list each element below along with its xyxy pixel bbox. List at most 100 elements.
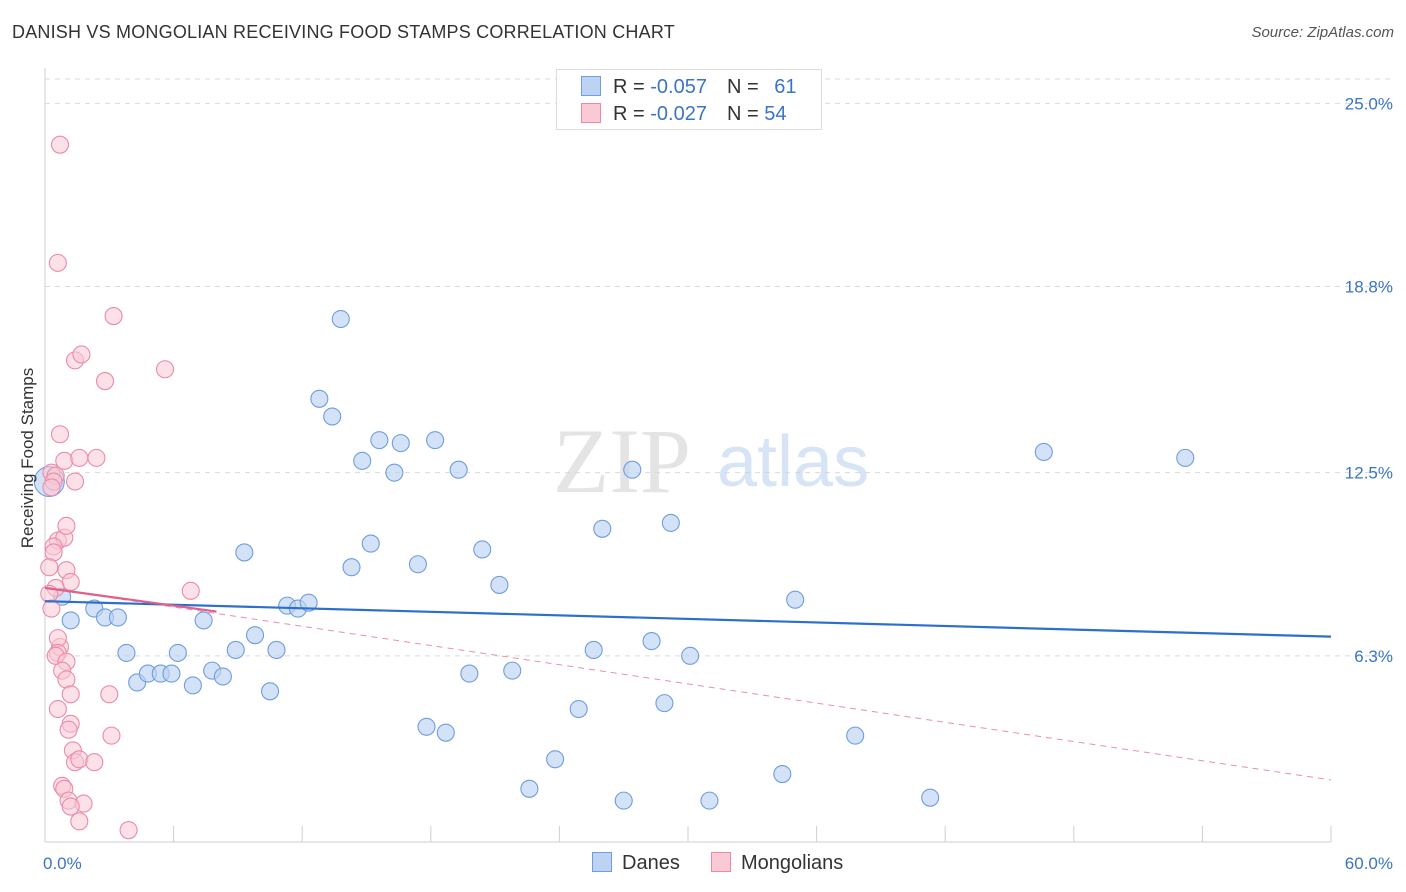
- danes-point: [361, 534, 380, 553]
- danes-point: [773, 764, 792, 784]
- mongolians-point: [100, 685, 119, 704]
- mongolians-point: [95, 372, 115, 391]
- danes-swatch: [581, 76, 601, 96]
- mongolians-point: [181, 581, 200, 600]
- danes-point: [460, 664, 479, 683]
- danes-point: [520, 779, 539, 798]
- danes-point: [267, 640, 286, 659]
- danes-point: [417, 717, 436, 736]
- danes-point: [614, 791, 633, 810]
- danes-point: [331, 309, 350, 329]
- mongolians-point: [119, 821, 138, 840]
- danes-point: [299, 593, 318, 612]
- x-tick-label: 60.0%: [1345, 854, 1393, 873]
- mongolians-trend-line: [44, 586, 217, 613]
- y-tick-label: 6.3%: [1354, 647, 1393, 666]
- mongolians-point: [85, 753, 104, 772]
- mongolians-r-label: R =: [613, 103, 651, 125]
- mongolians-point: [70, 812, 89, 831]
- mongolians-point: [70, 448, 89, 467]
- danes-r-label: R =: [613, 76, 651, 98]
- danes-point: [226, 640, 245, 659]
- danes-point: [921, 788, 940, 807]
- mongolians-point: [57, 516, 76, 535]
- danes-point: [786, 590, 805, 609]
- mongolians-point: [59, 720, 78, 739]
- danes-point: [353, 451, 372, 470]
- mongolians-n-label: N =: [726, 103, 765, 125]
- bottom-legend-mongolians: Mongolians: [711, 852, 843, 875]
- danes-point: [655, 694, 674, 713]
- mongolians-point: [42, 478, 61, 497]
- danes-point: [245, 626, 265, 645]
- mongolians-legend-swatch: [711, 852, 731, 872]
- danes-point: [183, 676, 202, 695]
- danes-legend-swatch: [592, 852, 612, 872]
- danes-point: [569, 699, 588, 719]
- danes-point: [593, 519, 612, 538]
- danes-point: [584, 640, 603, 659]
- mongolians-point: [61, 572, 80, 592]
- danes-point: [661, 513, 680, 532]
- danes-point: [168, 643, 187, 662]
- danes-point: [391, 434, 410, 453]
- bottom-legend-danes: Danes: [592, 852, 680, 875]
- y-axis-label: Receiving Food Stamps: [18, 367, 37, 549]
- danes-point: [546, 750, 565, 769]
- danes-point: [235, 543, 254, 562]
- y-tick-label: 18.8%: [1345, 278, 1393, 297]
- mongolians-point: [42, 599, 61, 618]
- mongolians-point: [48, 699, 67, 719]
- danes-point: [473, 540, 492, 559]
- mongolians-point: [61, 797, 80, 816]
- danes-point: [1176, 448, 1195, 467]
- chart-title: DANISH VS MONGOLIAN RECEIVING FOOD STAMP…: [12, 22, 675, 42]
- danes-legend-label: Danes: [622, 852, 680, 874]
- danes-point: [846, 726, 865, 745]
- danes-point: [700, 791, 719, 810]
- mongolians-point: [70, 750, 89, 769]
- mongolians-point: [155, 360, 175, 379]
- mongolians-point: [50, 425, 70, 444]
- danes-point: [436, 723, 455, 742]
- danes-point: [642, 632, 661, 651]
- danes-point: [323, 407, 342, 426]
- danes-point: [449, 460, 468, 479]
- danes-point: [681, 646, 700, 665]
- danes-point: [385, 463, 404, 482]
- mongolians-point: [104, 307, 123, 326]
- y-tick-label: 25.0%: [1345, 94, 1393, 113]
- danes-trend-line: [44, 600, 1332, 638]
- danes-point: [408, 555, 427, 574]
- danes-n-label: N =: [726, 76, 765, 98]
- mongolians-swatch: [581, 103, 601, 123]
- danes-point: [117, 643, 136, 662]
- source-label: Source: ZipAtlas.com: [1251, 24, 1394, 41]
- y-tick-label: 12.5%: [1345, 464, 1393, 483]
- danes-r-value: -0.057: [650, 76, 707, 98]
- danes-point: [260, 682, 280, 701]
- mongolians-trend-extended: [44, 587, 1332, 781]
- danes-point: [623, 460, 642, 479]
- mongolians-point: [65, 472, 85, 491]
- danes-point: [370, 431, 389, 450]
- mongolians-point: [72, 345, 91, 364]
- correlation-legend: R = -0.057 N = 61 R = -0.027 N = 54: [556, 69, 822, 130]
- mongolians-point: [61, 685, 80, 704]
- legend-row-danes: R = -0.057 N = 61: [581, 76, 796, 98]
- legend-row-mongolians: R = -0.027 N = 54: [581, 103, 786, 125]
- danes-point: [194, 611, 213, 630]
- mongolians-n-value: 54: [764, 103, 787, 125]
- mongolians-point: [87, 448, 106, 467]
- watermark-zip: ZIP: [553, 410, 691, 512]
- danes-point: [310, 389, 329, 408]
- danes-point: [342, 558, 361, 577]
- mongolians-r-value: -0.027: [650, 103, 707, 125]
- danes-point: [162, 664, 181, 683]
- danes-point: [503, 661, 522, 680]
- danes-point: [1034, 442, 1053, 462]
- danes-point: [213, 667, 232, 686]
- danes-point: [490, 575, 509, 594]
- danes-point: [61, 611, 80, 630]
